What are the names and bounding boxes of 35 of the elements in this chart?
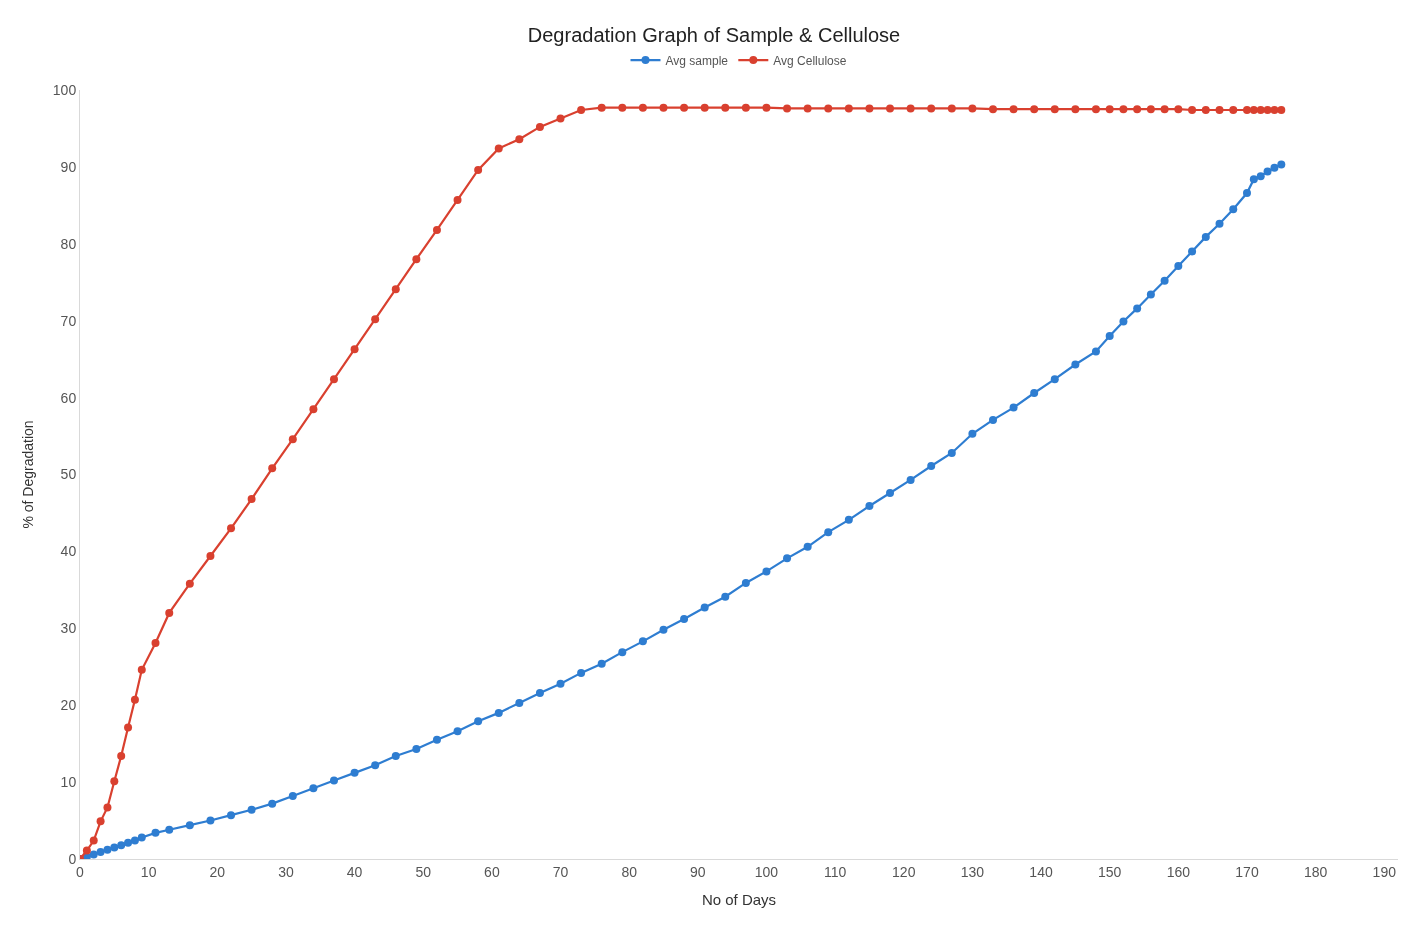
y-tick-label: 0	[68, 850, 77, 867]
y-tick-label: 60	[60, 389, 77, 406]
y-tick-label: 70	[60, 312, 77, 329]
x-tick-label: 130	[960, 863, 985, 880]
x-tick-label: 60	[484, 863, 500, 880]
x-tick-label: 120	[892, 863, 916, 880]
x-tick-label: 50	[415, 863, 432, 880]
y-tick-label: 90	[60, 158, 77, 175]
x-tick-label: 10	[140, 863, 157, 880]
y-tick-label: 50	[60, 466, 77, 483]
x-tick-label: 190	[1372, 863, 1397, 880]
chart-title: Degradation Graph of Sample & Cellulose	[527, 23, 901, 46]
legend-label: Avg sample	[665, 53, 729, 68]
y-tick-label: 30	[60, 620, 77, 637]
x-tick-label: 70	[552, 863, 569, 880]
x-tick-label: 160	[1166, 863, 1191, 880]
y-tick-label: 100	[52, 81, 77, 98]
y-axis-title: % of Degradation	[20, 420, 37, 529]
x-tick-label: 110	[823, 863, 847, 880]
x-tick-label: 80	[621, 863, 638, 880]
y-tick-label: 80	[60, 235, 77, 252]
x-tick-label: 40	[346, 863, 363, 880]
x-tick-label: 140	[1029, 863, 1053, 880]
x-axis-title: No of Days	[701, 890, 777, 908]
x-tick-label: 90	[690, 863, 706, 880]
y-tick-label: 20	[60, 697, 77, 714]
x-tick-label: 150	[1098, 863, 1122, 880]
y-tick-label: 10	[60, 774, 77, 790]
x-tick-label: 100	[754, 863, 779, 880]
y-tick-label: 40	[60, 543, 77, 560]
x-tick-label: 170	[1235, 863, 1259, 880]
x-tick-label: 30	[278, 863, 294, 880]
x-tick-label: 20	[209, 863, 226, 880]
legend-label: Avg Cellulose	[773, 53, 847, 68]
x-tick-label: 180	[1303, 863, 1328, 880]
